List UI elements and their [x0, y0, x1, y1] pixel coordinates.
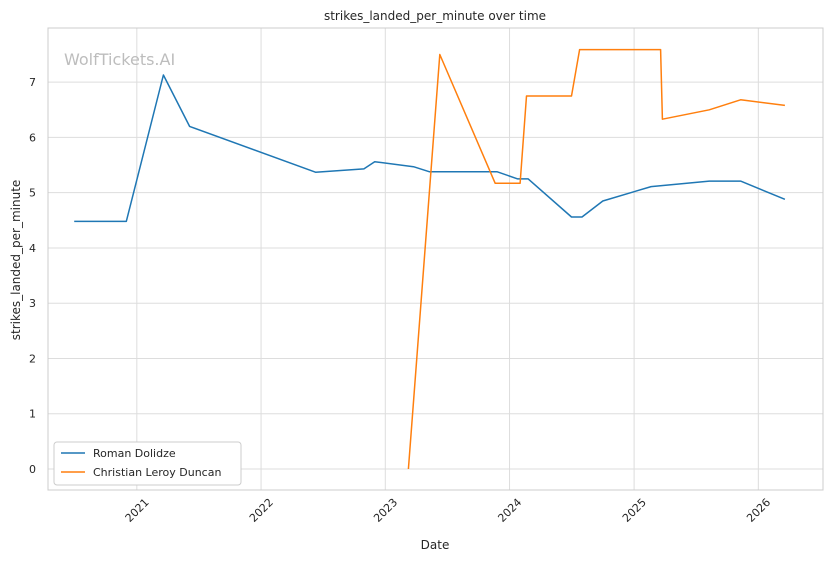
- grid: [48, 28, 823, 490]
- series-lines: [74, 48, 786, 470]
- y-tick-label: 4: [29, 242, 36, 255]
- y-tick-label: 1: [29, 408, 36, 421]
- series-line-christian-leroy-duncan: [407, 48, 785, 470]
- y-tick-label: 2: [29, 352, 36, 365]
- y-tick-label: 3: [29, 297, 36, 310]
- y-tick-label: 7: [29, 76, 36, 89]
- x-tick-label: 2022: [247, 496, 276, 525]
- legend-label-roman-dolidze: Roman Dolidze: [93, 447, 176, 460]
- plot-area: [47, 27, 824, 491]
- legend: Roman Dolidze Christian Leroy Duncan: [53, 441, 242, 486]
- x-tick-label: 2023: [371, 496, 400, 525]
- y-tick-label: 6: [29, 131, 36, 144]
- legend-label-christian-leroy-duncan: Christian Leroy Duncan: [93, 466, 221, 479]
- y-tick-label: 0: [29, 463, 36, 476]
- series-line-roman-dolidze: [74, 74, 786, 223]
- x-tick-label: 2024: [495, 496, 524, 525]
- chart-title: strikes_landed_per_minute over time: [324, 9, 546, 23]
- watermark: WolfTickets.AI: [64, 50, 175, 69]
- x-tick-label: 2021: [123, 496, 152, 525]
- x-axis-label: Date: [421, 538, 450, 552]
- legend-box: [53, 441, 242, 486]
- y-tick-label: 5: [29, 187, 36, 200]
- y-axis-label: strikes_landed_per_minute: [9, 180, 23, 341]
- x-tick-label: 2026: [744, 496, 773, 525]
- x-tick-label: 2025: [620, 496, 649, 525]
